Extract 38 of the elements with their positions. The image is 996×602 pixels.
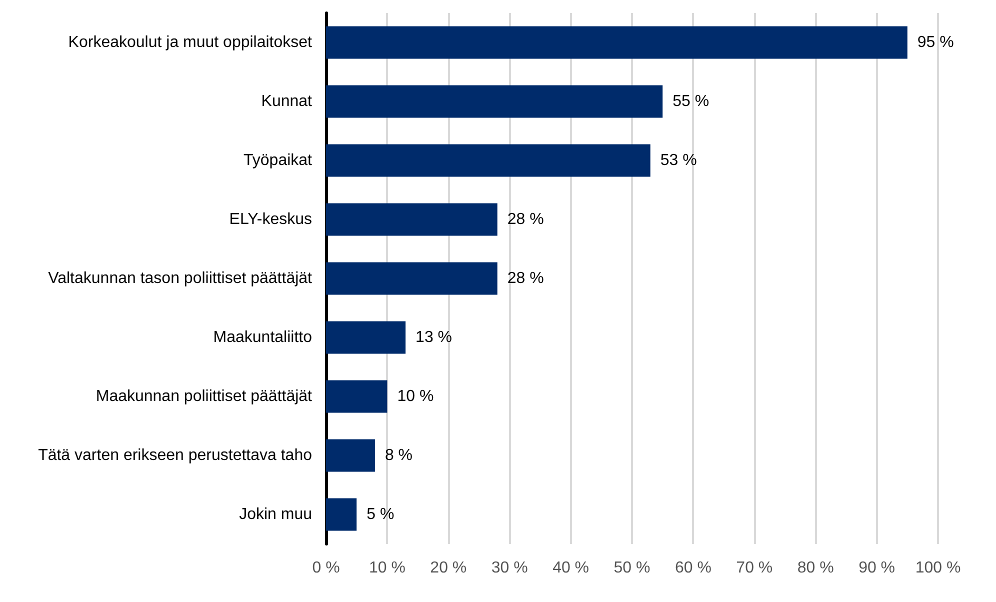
data-label: 10 %	[397, 388, 434, 405]
bar	[326, 439, 375, 472]
data-label: 8 %	[384, 447, 413, 464]
x-tick-label: 80 %	[797, 560, 834, 576]
x-tick-label: 40 %	[552, 560, 590, 576]
x-tick-label: 10 %	[368, 560, 406, 576]
data-label: 55 %	[672, 93, 710, 110]
y-tick-label: Maakuntaliitto	[213, 329, 312, 346]
data-label: 53 %	[660, 152, 697, 169]
y-tick-label: Kunnat	[261, 93, 313, 110]
bar	[326, 321, 406, 354]
y-tick-label: Valtakunnan tason poliittiset päättäjät	[48, 270, 313, 287]
x-tick-label: 70 %	[736, 560, 773, 576]
bar	[326, 203, 498, 236]
bar	[326, 498, 357, 531]
data-label: 28 %	[507, 211, 544, 228]
y-tick-label: Jokin muu	[239, 506, 312, 523]
x-tick-label: 50 %	[614, 560, 650, 576]
data-label: 13 %	[416, 329, 452, 346]
x-tick-label: 30 %	[491, 560, 528, 576]
x-tick-label: 0 %	[312, 560, 340, 576]
x-tick-label: 20 %	[430, 560, 467, 576]
x-tick-label: 90 %	[858, 560, 896, 576]
y-tick-label: Tätä varten erikseen perustettava taho	[38, 447, 312, 464]
x-tick-label: 100 %	[915, 560, 961, 576]
x-tick-label: 60 %	[674, 560, 712, 576]
data-label: 28 %	[507, 270, 544, 287]
y-tick-label: Maakunnan poliittiset päättäjät	[96, 388, 313, 405]
bar	[326, 85, 663, 118]
y-tick-label: Työpaikat	[244, 152, 313, 169]
bar	[326, 144, 650, 177]
data-label: 95 %	[917, 34, 954, 51]
bar	[326, 380, 388, 413]
bar	[326, 26, 908, 59]
bar	[326, 262, 498, 295]
data-label: 5 %	[366, 506, 394, 523]
y-tick-label: ELY-keskus	[229, 211, 312, 228]
y-tick-label: Korkeakoulut ja muut oppilaitokset	[68, 34, 313, 51]
